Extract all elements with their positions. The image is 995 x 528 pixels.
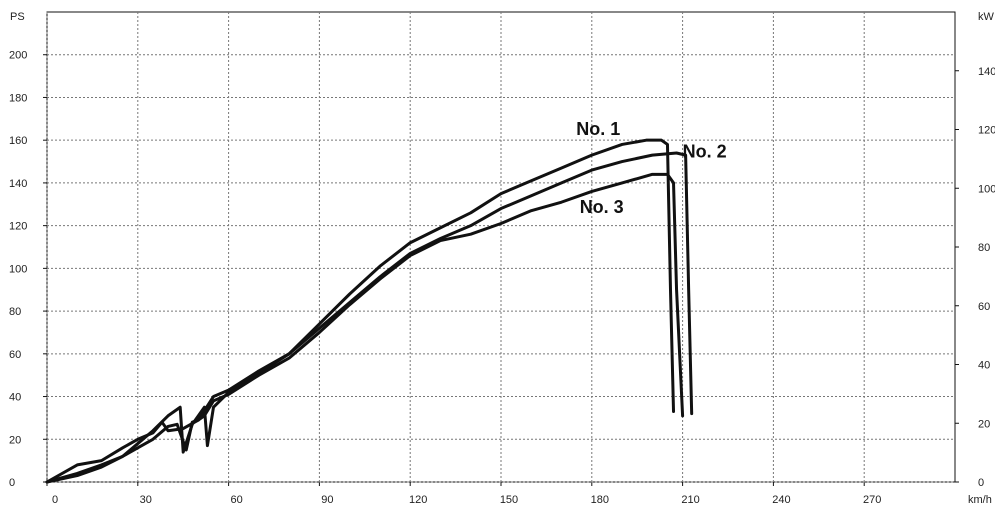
y-axis-label: PS: [10, 11, 25, 23]
y2-tick-label: 40: [978, 360, 990, 372]
y-tick-label: 140: [9, 178, 27, 190]
series-line-1: [45, 138, 676, 484]
x-tick-label: 90: [321, 494, 333, 506]
y-tick-label: 200: [9, 50, 27, 62]
y2-tick-label: 100: [978, 183, 995, 195]
x-tick-label: 120: [409, 494, 427, 506]
y-tick-label: 0: [9, 477, 15, 489]
plot-area: [46, 11, 956, 483]
x-tick-label: 60: [230, 494, 242, 506]
x-tick-label: 30: [140, 494, 152, 506]
series-line-3: [45, 172, 685, 484]
y2-tick-label: 20: [978, 418, 990, 430]
y2-tick-label: 120: [978, 125, 995, 137]
y2-tick-label: 0: [978, 477, 984, 489]
y-tick-label: 80: [9, 306, 21, 318]
x-tick-label: 150: [500, 494, 518, 506]
x-tick-label: 240: [772, 494, 790, 506]
y2-axis-label: kW: [978, 11, 995, 23]
y2-tick-label: 80: [978, 242, 990, 254]
x-tick-label: 0: [52, 494, 58, 506]
y-tick-label: 120: [9, 221, 27, 233]
x-axis-label: km/h: [968, 494, 992, 506]
x-tick-label: 180: [591, 494, 609, 506]
y2-tick-label: 60: [978, 301, 990, 313]
y-tick-label: 100: [9, 263, 27, 275]
y-tick-label: 40: [9, 392, 21, 404]
y2-tick-label: 140: [978, 66, 995, 78]
series-label-no-2: No. 2: [683, 141, 727, 161]
x-tick-label: 210: [681, 494, 699, 506]
y-tick-label: 60: [9, 349, 21, 361]
series-label-no-3: No. 3: [580, 197, 624, 217]
y-tick-label: 160: [9, 135, 27, 147]
y-tick-label: 20: [9, 434, 21, 446]
x-tick-label: 270: [863, 494, 881, 506]
series-label-no-1: No. 1: [576, 119, 620, 139]
y-tick-label: 180: [9, 92, 27, 104]
